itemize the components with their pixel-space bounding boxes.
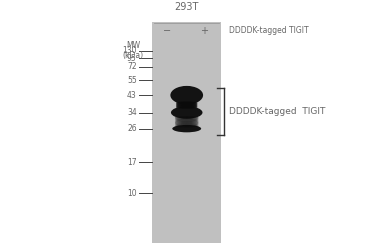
Ellipse shape — [175, 122, 199, 125]
Ellipse shape — [176, 102, 198, 105]
Ellipse shape — [170, 86, 203, 104]
Ellipse shape — [175, 116, 199, 119]
Ellipse shape — [176, 103, 198, 106]
Text: DDDDK-tagged  TIGIT: DDDDK-tagged TIGIT — [229, 107, 325, 116]
Ellipse shape — [176, 106, 198, 108]
Bar — [152, 22, 221, 242]
Ellipse shape — [175, 124, 199, 126]
Ellipse shape — [175, 121, 199, 124]
Ellipse shape — [175, 118, 199, 122]
Ellipse shape — [175, 125, 199, 128]
Ellipse shape — [176, 105, 198, 108]
Ellipse shape — [176, 106, 198, 109]
Ellipse shape — [176, 102, 198, 105]
Text: MW
(kDa): MW (kDa) — [122, 41, 143, 60]
Text: 17: 17 — [127, 158, 137, 166]
Text: 43: 43 — [127, 91, 137, 100]
Text: 130: 130 — [122, 46, 137, 55]
Text: 26: 26 — [127, 124, 137, 133]
Text: −: − — [163, 26, 172, 36]
Ellipse shape — [176, 104, 198, 106]
Text: 34: 34 — [127, 108, 137, 117]
Text: 55: 55 — [127, 76, 137, 85]
Ellipse shape — [176, 104, 198, 107]
Text: 72: 72 — [127, 62, 137, 71]
Text: DDDDK-tagged TIGIT: DDDDK-tagged TIGIT — [229, 26, 309, 35]
Ellipse shape — [176, 102, 198, 104]
Ellipse shape — [175, 120, 199, 123]
Ellipse shape — [172, 125, 201, 132]
Ellipse shape — [171, 106, 203, 119]
Ellipse shape — [176, 102, 198, 106]
Text: 10: 10 — [127, 188, 137, 198]
Ellipse shape — [176, 106, 198, 109]
Ellipse shape — [176, 101, 198, 104]
Ellipse shape — [176, 104, 198, 107]
Ellipse shape — [176, 105, 198, 108]
Text: +: + — [200, 26, 208, 36]
Text: 293T: 293T — [174, 2, 199, 12]
Text: 95: 95 — [127, 54, 137, 62]
Ellipse shape — [175, 117, 199, 120]
Ellipse shape — [176, 103, 198, 106]
